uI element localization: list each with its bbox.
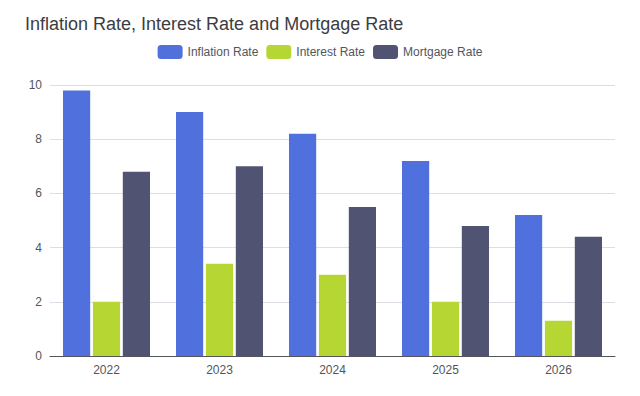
svg-text:Interest Rate: Interest Rate [296,45,365,59]
svg-text:2024: 2024 [319,363,346,377]
svg-text:2022: 2022 [93,363,120,377]
svg-text:2023: 2023 [206,363,233,377]
svg-text:Mortgage Rate: Mortgage Rate [403,45,483,59]
svg-text:6: 6 [35,186,42,200]
svg-text:Inflation Rate: Inflation Rate [188,45,259,59]
svg-text:4: 4 [35,241,42,255]
svg-text:2: 2 [35,295,42,309]
svg-text:2025: 2025 [432,363,459,377]
svg-text:8: 8 [35,132,42,146]
svg-text:0: 0 [35,349,42,363]
svg-text:Inflation Rate, Interest Rate: Inflation Rate, Interest Rate and Mortga… [25,14,403,34]
svg-text:10: 10 [29,78,43,92]
svg-text:2026: 2026 [545,363,572,377]
